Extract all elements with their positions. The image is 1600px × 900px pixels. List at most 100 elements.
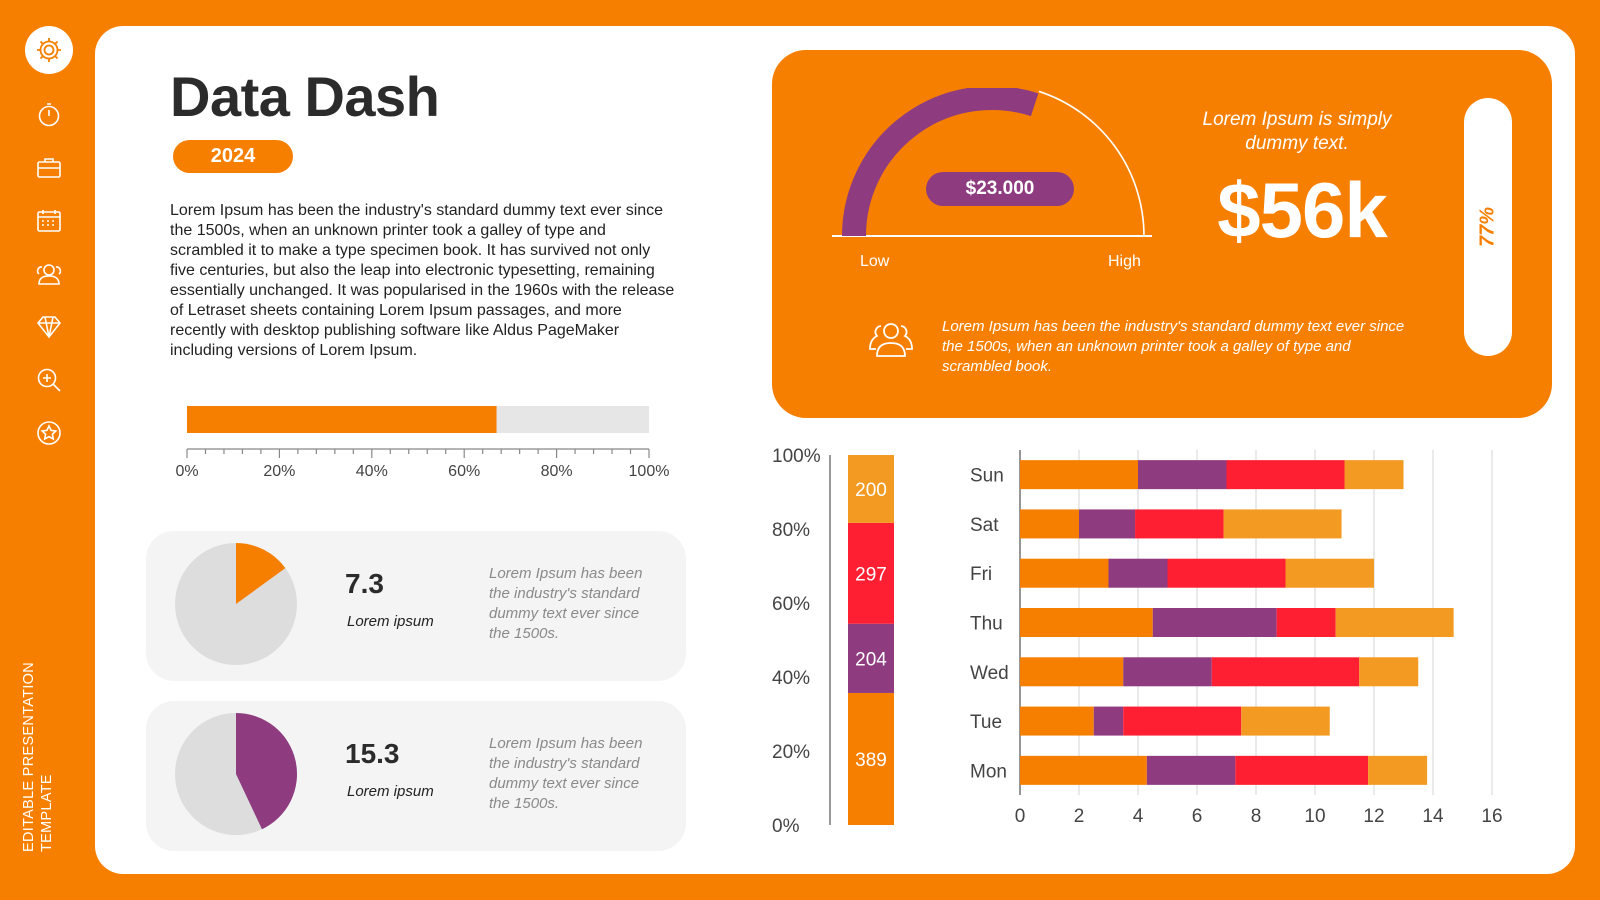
progress-tick-labels: 0% 20% 40% 60% 80% 100%: [175, 463, 669, 480]
bar-segment: [1079, 509, 1136, 539]
briefcase-icon[interactable]: [34, 153, 64, 183]
bar-segment: [1226, 460, 1345, 490]
users-icon: [869, 323, 913, 357]
column-segment: [848, 692, 894, 825]
progress-tick-label: 20%: [263, 463, 295, 480]
highlight-subtitle: Lorem Ipsum is simply dummy text.: [1202, 109, 1392, 154]
kpi-description: Lorem Ipsum has been the industry's stan…: [489, 735, 643, 812]
intro-paragraph: Lorem Ipsum has been the industry's stan…: [170, 202, 675, 359]
bar-segment: [1108, 558, 1168, 588]
x-tick-label: 16: [1481, 806, 1502, 827]
progress-tick-label: 60%: [448, 463, 480, 480]
bar-segment: [1241, 706, 1330, 736]
kpi-value: 7.3: [345, 568, 384, 599]
progress-tick-label: 100%: [629, 463, 670, 480]
column-tick-label: 40%: [772, 668, 810, 689]
column-segment: [848, 455, 894, 523]
column-segment-label: 204: [855, 649, 887, 670]
progress-minor-ticks: [186, 449, 650, 458]
kpi-pie-1: [175, 543, 297, 665]
bar-segment: [1020, 706, 1094, 736]
bar-segment: [1138, 460, 1227, 490]
x-tick-label: 0: [1015, 806, 1026, 827]
progress-tick-label: 0%: [175, 463, 198, 480]
kpi-pie-2: [175, 713, 297, 835]
diamond-icon[interactable]: [34, 312, 64, 342]
x-tick-label: 6: [1192, 806, 1203, 827]
sidebar: Editable Presentation Template: [0, 0, 96, 900]
bar-segment: [1152, 608, 1277, 637]
x-tick-label: 10: [1304, 806, 1325, 827]
percent-pill: 77%: [1464, 98, 1512, 356]
gauge-low-label: Low: [860, 253, 890, 270]
bar-segment: [1146, 755, 1236, 785]
highlight-big-number: $56k: [1217, 166, 1388, 254]
column-tick-label: 60%: [772, 594, 810, 615]
column-segment: [848, 623, 894, 693]
gauge-value: $23.000: [926, 172, 1074, 206]
x-tick-label: 2: [1074, 806, 1085, 827]
bar-segment: [1020, 558, 1109, 588]
bar-segment: [1020, 755, 1147, 785]
bar-segment: [1123, 706, 1242, 736]
bar-segment: [1276, 608, 1336, 637]
bar-segment: [1167, 558, 1286, 588]
progress-tick-label: 40%: [356, 463, 388, 480]
x-tick-label: 8: [1251, 806, 1262, 827]
pie-slice: [236, 543, 286, 604]
progress-tick-label: 80%: [541, 463, 573, 480]
zoom-in-icon[interactable]: [34, 365, 64, 395]
stacked-horizontal-bar-chart: 0 2 4 6 8 10 12 14 16 Sun Sat Fri Thu Wed Tue Mon: [970, 450, 1503, 827]
category-label: Mon: [970, 761, 1007, 782]
gauge-track: [1038, 90, 1145, 237]
calendar-icon[interactable]: [34, 206, 64, 236]
kpi-card-1: 7.3 Lorem ipsum Lorem Ipsum has been the…: [146, 531, 686, 681]
bar-segment: [1123, 657, 1212, 687]
sidebar-vertical-text: Editable Presentation Template: [21, 662, 55, 852]
page-title: Data Dash: [170, 65, 440, 128]
bar-segment: [1223, 509, 1342, 539]
column-tick-label: 0%: [772, 816, 800, 837]
pie-slice: [236, 713, 297, 830]
stopwatch-icon[interactable]: [34, 100, 64, 130]
gear-icon[interactable]: [25, 26, 73, 74]
column-tick-label: 100%: [772, 446, 821, 467]
x-tick-label: 4: [1133, 806, 1144, 827]
year-badge: 2024: [173, 140, 293, 173]
bar-segment: [1359, 657, 1419, 687]
highlight-card: $23.000 Low High Lorem Ipsum is simply d…: [772, 50, 1552, 418]
category-label: Wed: [970, 663, 1009, 684]
bar-segment: [1368, 755, 1428, 785]
bar-segment: [1020, 608, 1153, 637]
stacked-column-chart: 0% 20% 40% 60% 80% 100% 389 204 297 200: [772, 446, 894, 837]
percent-pill-text: 77%: [1476, 206, 1499, 248]
charts-area: 0% 20% 40% 60% 80% 100% 389 204 297 200 0 2 4 6 8 10 12…: [772, 446, 1503, 837]
bar-segment: [1020, 657, 1124, 687]
users-icon[interactable]: [34, 259, 64, 289]
gauge: [832, 88, 1152, 237]
bar-segment: [1093, 706, 1124, 736]
kpi-label: Lorem ipsum: [347, 783, 434, 800]
column-tick-label: 20%: [772, 742, 810, 763]
category-label: Sat: [970, 515, 999, 536]
progress-fill: [187, 406, 497, 433]
bar-segment: [1344, 460, 1404, 490]
bar-segment: [1135, 509, 1224, 539]
bar-segment: [1211, 657, 1360, 687]
category-label: Thu: [970, 614, 1003, 635]
x-tick-label: 14: [1422, 806, 1444, 827]
kpi-label: Lorem ipsum: [347, 613, 434, 630]
bar-segment: [1020, 460, 1138, 490]
kpi-description: Lorem Ipsum has been the industry's stan…: [489, 565, 643, 642]
kpi-card-2: 15.3 Lorem ipsum Lorem Ipsum has been th…: [146, 701, 686, 851]
column-segment-label: 200: [855, 480, 887, 501]
kpi-value: 15.3: [345, 738, 400, 769]
gauge-high-label: High: [1108, 253, 1141, 270]
x-tick-label: 12: [1363, 806, 1384, 827]
star-icon[interactable]: [34, 418, 64, 448]
bar-segment: [1235, 755, 1369, 785]
bar-segment: [1020, 509, 1079, 539]
column-tick-label: 80%: [772, 520, 810, 541]
gauge-fill: [842, 88, 1039, 237]
bar-segment: [1335, 608, 1454, 637]
